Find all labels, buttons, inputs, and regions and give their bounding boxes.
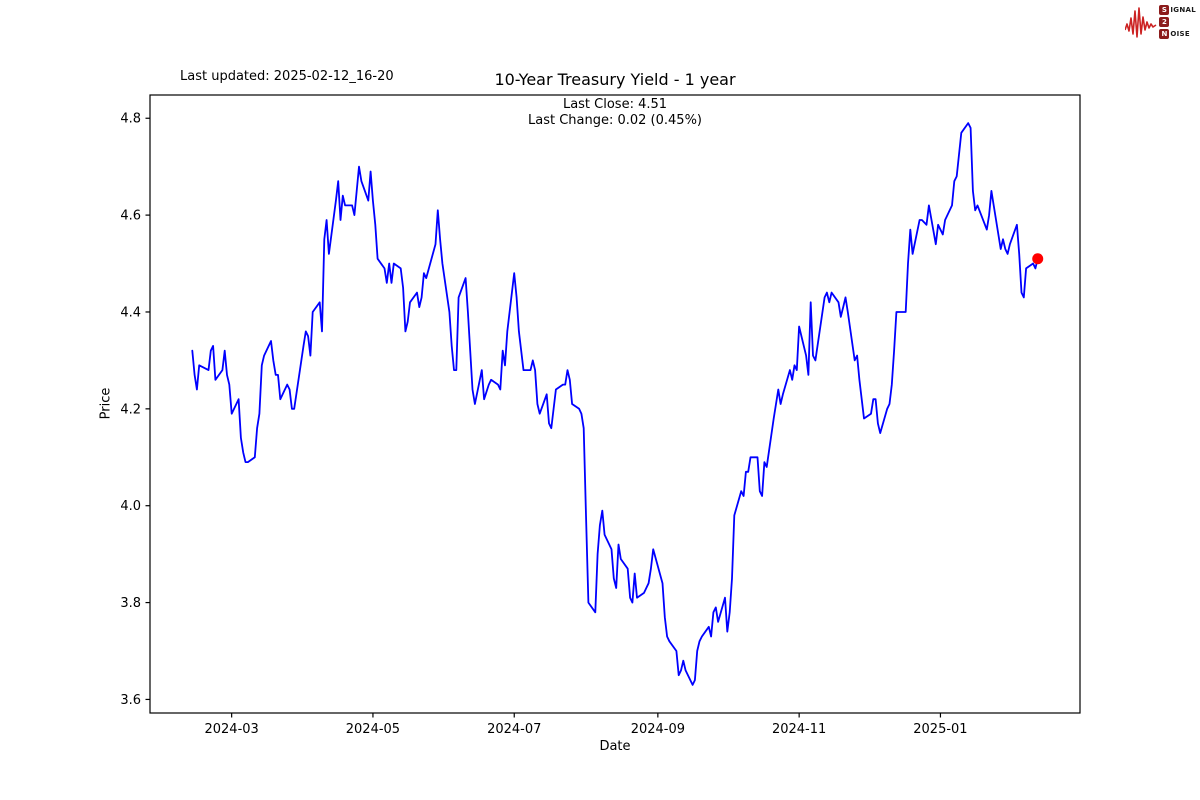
- y-tick-label: 4.8: [120, 112, 141, 127]
- seismic-waveform-icon: [1125, 7, 1157, 38]
- last-close-annotation: Last Close: 4.51: [562, 97, 668, 112]
- y-tick-label: 3.6: [120, 693, 141, 708]
- y-axis-label: Price: [98, 387, 114, 420]
- x-tick-label: 2025-01: [913, 722, 967, 737]
- y-tick-label: 3.8: [120, 596, 141, 611]
- logo-word-oise: OISE: [1170, 30, 1190, 38]
- chart-title: 10-Year Treasury Yield - 1 year: [494, 70, 736, 89]
- last-price-marker: [1032, 253, 1044, 265]
- x-axis-label: Date: [599, 739, 631, 754]
- logo-text: S IGNAL 2 N OISE: [1159, 5, 1196, 40]
- x-tick-label: 2024-09: [631, 722, 685, 737]
- x-tick-label: 2024-03: [204, 722, 258, 737]
- y-tick-label: 4.6: [120, 209, 141, 224]
- logo-letter-s: S: [1159, 5, 1170, 15]
- axes-frame: [149, 94, 1081, 714]
- logo-letter-2: 2: [1159, 17, 1170, 27]
- x-tick-label: 2024-05: [346, 722, 400, 737]
- y-tick-label: 4.2: [120, 402, 141, 417]
- y-tick-label: 4.4: [120, 305, 141, 320]
- y-tick-label: 4.0: [120, 499, 141, 514]
- logo-letter-n: N: [1159, 29, 1170, 39]
- last-updated-text: Last updated: 2025-02-12_16-20: [180, 69, 394, 84]
- last-change-annotation: Last Change: 0.02 (0.45%): [527, 113, 702, 128]
- x-tick-label: 2024-07: [487, 722, 541, 737]
- logo-word-ignal: IGNAL: [1170, 6, 1196, 14]
- signal2noise-logo: S IGNAL 2 N OISE: [1125, 3, 1196, 41]
- x-tick-label: 2024-11: [772, 722, 826, 737]
- yield-line-series: [191, 122, 1039, 686]
